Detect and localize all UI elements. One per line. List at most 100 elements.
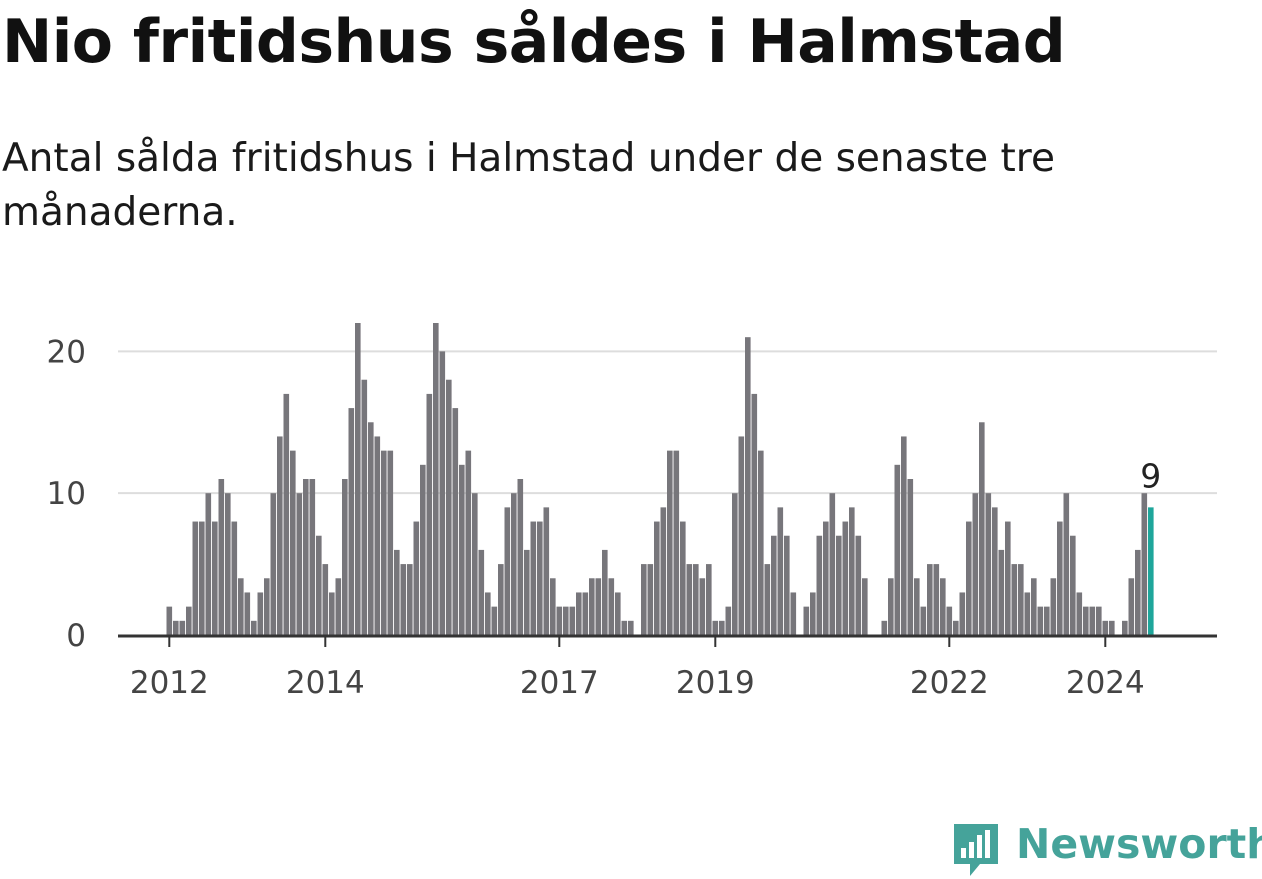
bar <box>764 564 771 635</box>
bar <box>660 507 667 635</box>
bar <box>745 337 751 635</box>
bar <box>218 479 225 635</box>
bar <box>641 564 647 635</box>
bar <box>998 549 1005 635</box>
bar <box>407 564 413 635</box>
y-tick-label: 20 <box>47 334 86 370</box>
bar <box>186 606 192 635</box>
bar <box>329 592 335 635</box>
bar <box>361 379 368 635</box>
bar <box>979 422 985 635</box>
bar <box>1057 521 1063 635</box>
bar <box>790 592 797 635</box>
chart-subtitle: Antal sålda fritidshus i Halmstad under … <box>2 136 1055 235</box>
bar <box>368 422 374 635</box>
bar <box>569 606 576 635</box>
bar <box>296 493 303 635</box>
bar <box>615 592 621 635</box>
bar <box>706 564 712 635</box>
bar <box>439 351 446 635</box>
bar <box>732 493 738 635</box>
bar <box>673 450 680 635</box>
bar <box>348 408 355 635</box>
bar <box>784 535 790 635</box>
bar <box>342 479 348 635</box>
x-tick-label: 2017 <box>520 665 599 701</box>
bar <box>725 606 732 635</box>
newsworthy-logo-icon <box>954 824 998 876</box>
bar <box>537 521 543 635</box>
x-tick-label: 2024 <box>1066 665 1145 701</box>
bar <box>225 493 231 635</box>
bar <box>231 521 238 635</box>
bar <box>504 507 511 635</box>
bar <box>1037 606 1044 635</box>
bar <box>212 521 218 635</box>
bar <box>485 592 491 635</box>
bar <box>270 493 277 635</box>
bar <box>355 323 361 635</box>
bar <box>322 564 329 635</box>
bar <box>849 507 855 635</box>
bar-highlight <box>1148 507 1154 635</box>
bar <box>628 620 634 635</box>
bar <box>608 578 615 635</box>
bar <box>894 464 901 635</box>
bar <box>491 606 498 635</box>
bar <box>433 323 439 635</box>
bar <box>205 493 212 635</box>
bar <box>1089 606 1096 635</box>
bar <box>1096 606 1102 635</box>
bar <box>751 393 758 635</box>
bar <box>855 535 862 635</box>
brand-logo: Newsworthy <box>950 818 1262 878</box>
bar <box>251 620 257 635</box>
bar <box>563 606 569 635</box>
bar <box>966 521 972 635</box>
bar <box>264 578 270 635</box>
bar <box>173 620 179 635</box>
bar <box>985 493 992 635</box>
bar <box>621 620 628 635</box>
bar <box>517 479 524 635</box>
bar <box>530 521 537 635</box>
bar <box>595 578 602 635</box>
bar <box>1070 535 1076 635</box>
bar <box>862 578 868 635</box>
bar <box>1011 564 1018 635</box>
bar <box>888 578 894 635</box>
bar <box>290 450 296 635</box>
bar <box>374 436 381 635</box>
bar <box>387 450 394 635</box>
bar <box>758 450 764 635</box>
bar <box>1031 578 1037 635</box>
bar <box>1005 521 1011 635</box>
bar <box>394 549 400 635</box>
bar <box>647 564 654 635</box>
bar <box>920 606 927 635</box>
bar <box>556 606 563 635</box>
bar <box>381 450 387 635</box>
bar <box>719 620 725 635</box>
bar <box>498 564 504 635</box>
bar <box>543 507 550 635</box>
bar <box>316 535 322 635</box>
bar <box>953 620 959 635</box>
bar <box>582 592 589 635</box>
bar <box>257 592 264 635</box>
bar <box>413 521 420 635</box>
bar <box>1083 606 1089 635</box>
bar <box>589 578 595 635</box>
bar <box>472 493 478 635</box>
bar <box>465 450 472 635</box>
bar <box>238 578 244 635</box>
bar <box>699 578 706 635</box>
bar <box>452 408 459 635</box>
bar <box>829 493 836 635</box>
bar-chart: 0 10 20 2012 2014 2017 2019 2022 2024 9 <box>47 323 1217 701</box>
bar <box>1044 606 1050 635</box>
highlight-value-label: 9 <box>1140 456 1161 495</box>
y-tick-label: 0 <box>66 618 86 654</box>
bar <box>426 393 433 635</box>
bar <box>550 578 556 635</box>
